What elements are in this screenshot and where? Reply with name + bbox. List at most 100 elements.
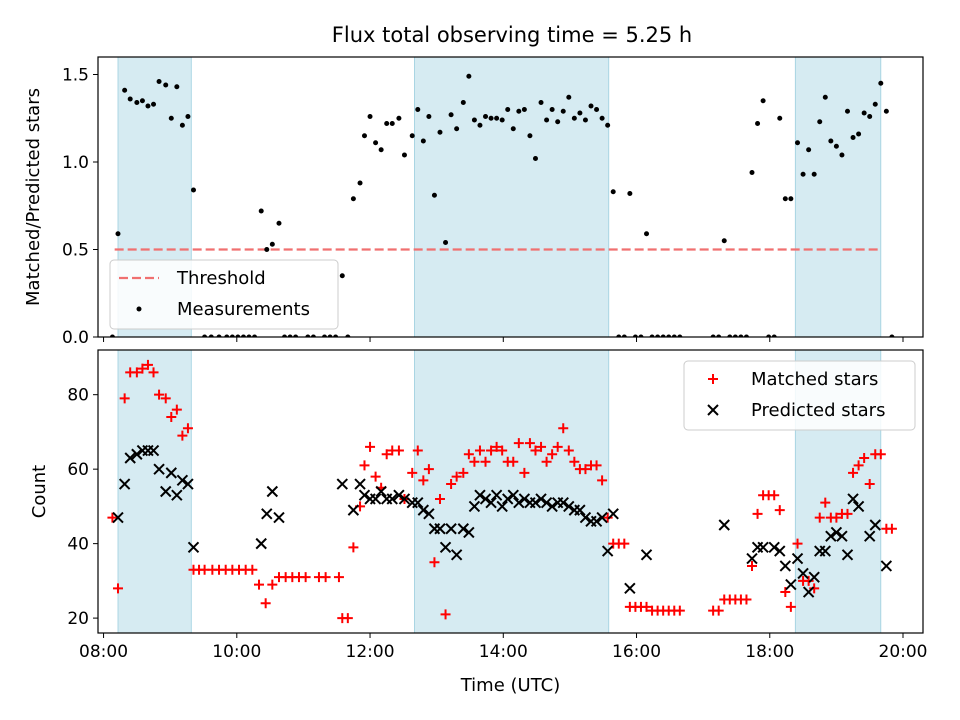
data-point — [811, 171, 817, 177]
data-point — [457, 523, 470, 535]
data-point — [420, 138, 426, 144]
data-point — [122, 87, 128, 93]
legend-label: Threshold — [176, 268, 266, 289]
data-point — [847, 493, 859, 505]
legend-marker — [136, 306, 142, 312]
data-point — [819, 545, 831, 557]
data-point — [490, 489, 503, 501]
data-point — [602, 512, 613, 523]
data-point — [757, 541, 769, 554]
data-point — [398, 493, 411, 505]
data-point — [273, 511, 285, 524]
axes-frame — [97, 349, 924, 634]
data-point — [163, 82, 169, 88]
data-point — [619, 538, 630, 549]
data-point — [373, 140, 379, 146]
data-point — [131, 367, 142, 378]
data-point — [434, 493, 445, 504]
data-point — [409, 133, 415, 139]
series-measurements — [109, 73, 895, 337]
data-point — [269, 241, 275, 247]
data-point — [342, 613, 353, 624]
data-point — [590, 515, 603, 527]
data-point — [488, 115, 494, 121]
data-point — [354, 478, 366, 490]
data-point — [610, 189, 616, 195]
data-point — [471, 117, 477, 123]
data-point — [716, 334, 722, 337]
data-point — [115, 231, 121, 237]
data-point — [831, 512, 842, 523]
data-point — [109, 334, 115, 337]
data-point — [246, 334, 252, 337]
data-point — [160, 393, 171, 404]
top-panel: 0.0 0.5 1.0 1.5 Matched/Predicted stars Thres… — [23, 56, 924, 348]
data-point — [154, 389, 165, 400]
data-point — [580, 464, 591, 475]
x-tick-label: 20:00 — [879, 642, 928, 662]
data-point — [779, 560, 792, 572]
data-point — [171, 404, 182, 415]
data-point — [179, 122, 185, 128]
x-axis-label: Time (UTC) — [460, 675, 561, 696]
legend: Threshold Measurements — [109, 259, 339, 330]
data-point — [393, 445, 404, 456]
data-point — [327, 334, 333, 337]
y-axis-label: Matched/Predicted stars — [23, 88, 44, 306]
data-point — [577, 110, 583, 116]
data-point — [458, 467, 469, 478]
data-point — [671, 334, 677, 337]
data-point — [785, 601, 796, 612]
legend-label: Measurements — [177, 299, 310, 320]
data-point — [524, 438, 535, 449]
data-point — [836, 530, 848, 542]
data-point — [485, 496, 497, 509]
data-point — [802, 586, 815, 598]
y-tick-label: 80 — [67, 386, 89, 406]
data-point — [566, 94, 572, 100]
data-point — [518, 493, 531, 505]
data-point — [333, 334, 339, 337]
data-point — [174, 84, 180, 90]
data-point — [202, 334, 208, 337]
data-point — [883, 108, 889, 114]
data-point — [171, 489, 183, 501]
legend: Matched stars Predicted stars — [683, 360, 916, 431]
data-point — [828, 138, 834, 144]
data-point — [859, 452, 870, 463]
data-point — [732, 334, 738, 337]
data-point — [252, 334, 258, 337]
data-point — [448, 112, 454, 118]
data-point — [825, 530, 837, 542]
data-point — [439, 541, 452, 554]
data-point — [627, 191, 633, 196]
data-point — [247, 564, 258, 575]
data-point — [541, 456, 552, 467]
data-point — [547, 449, 558, 460]
data-point — [591, 460, 602, 471]
data-point — [841, 549, 854, 561]
data-point — [393, 489, 405, 501]
data-point — [254, 579, 265, 590]
data-point — [792, 538, 803, 549]
data-point — [875, 449, 886, 460]
data-point — [599, 115, 605, 121]
series-predicted-stars — [112, 444, 893, 598]
legend-marker — [708, 374, 718, 384]
data-point — [469, 456, 480, 467]
data-point — [507, 489, 519, 501]
data-point — [378, 147, 384, 153]
data-point — [869, 519, 881, 531]
data-point — [450, 549, 463, 561]
data-point — [822, 94, 828, 100]
data-point — [746, 552, 758, 565]
data-point — [131, 448, 143, 460]
data-point — [145, 103, 151, 109]
data-point — [880, 560, 893, 572]
legend-label: Predicted stars — [751, 400, 885, 421]
x-tick-label: 14:00 — [479, 642, 528, 662]
data-point — [176, 474, 189, 487]
data-point — [139, 98, 145, 104]
data-point — [848, 467, 859, 478]
data-point — [557, 496, 569, 509]
